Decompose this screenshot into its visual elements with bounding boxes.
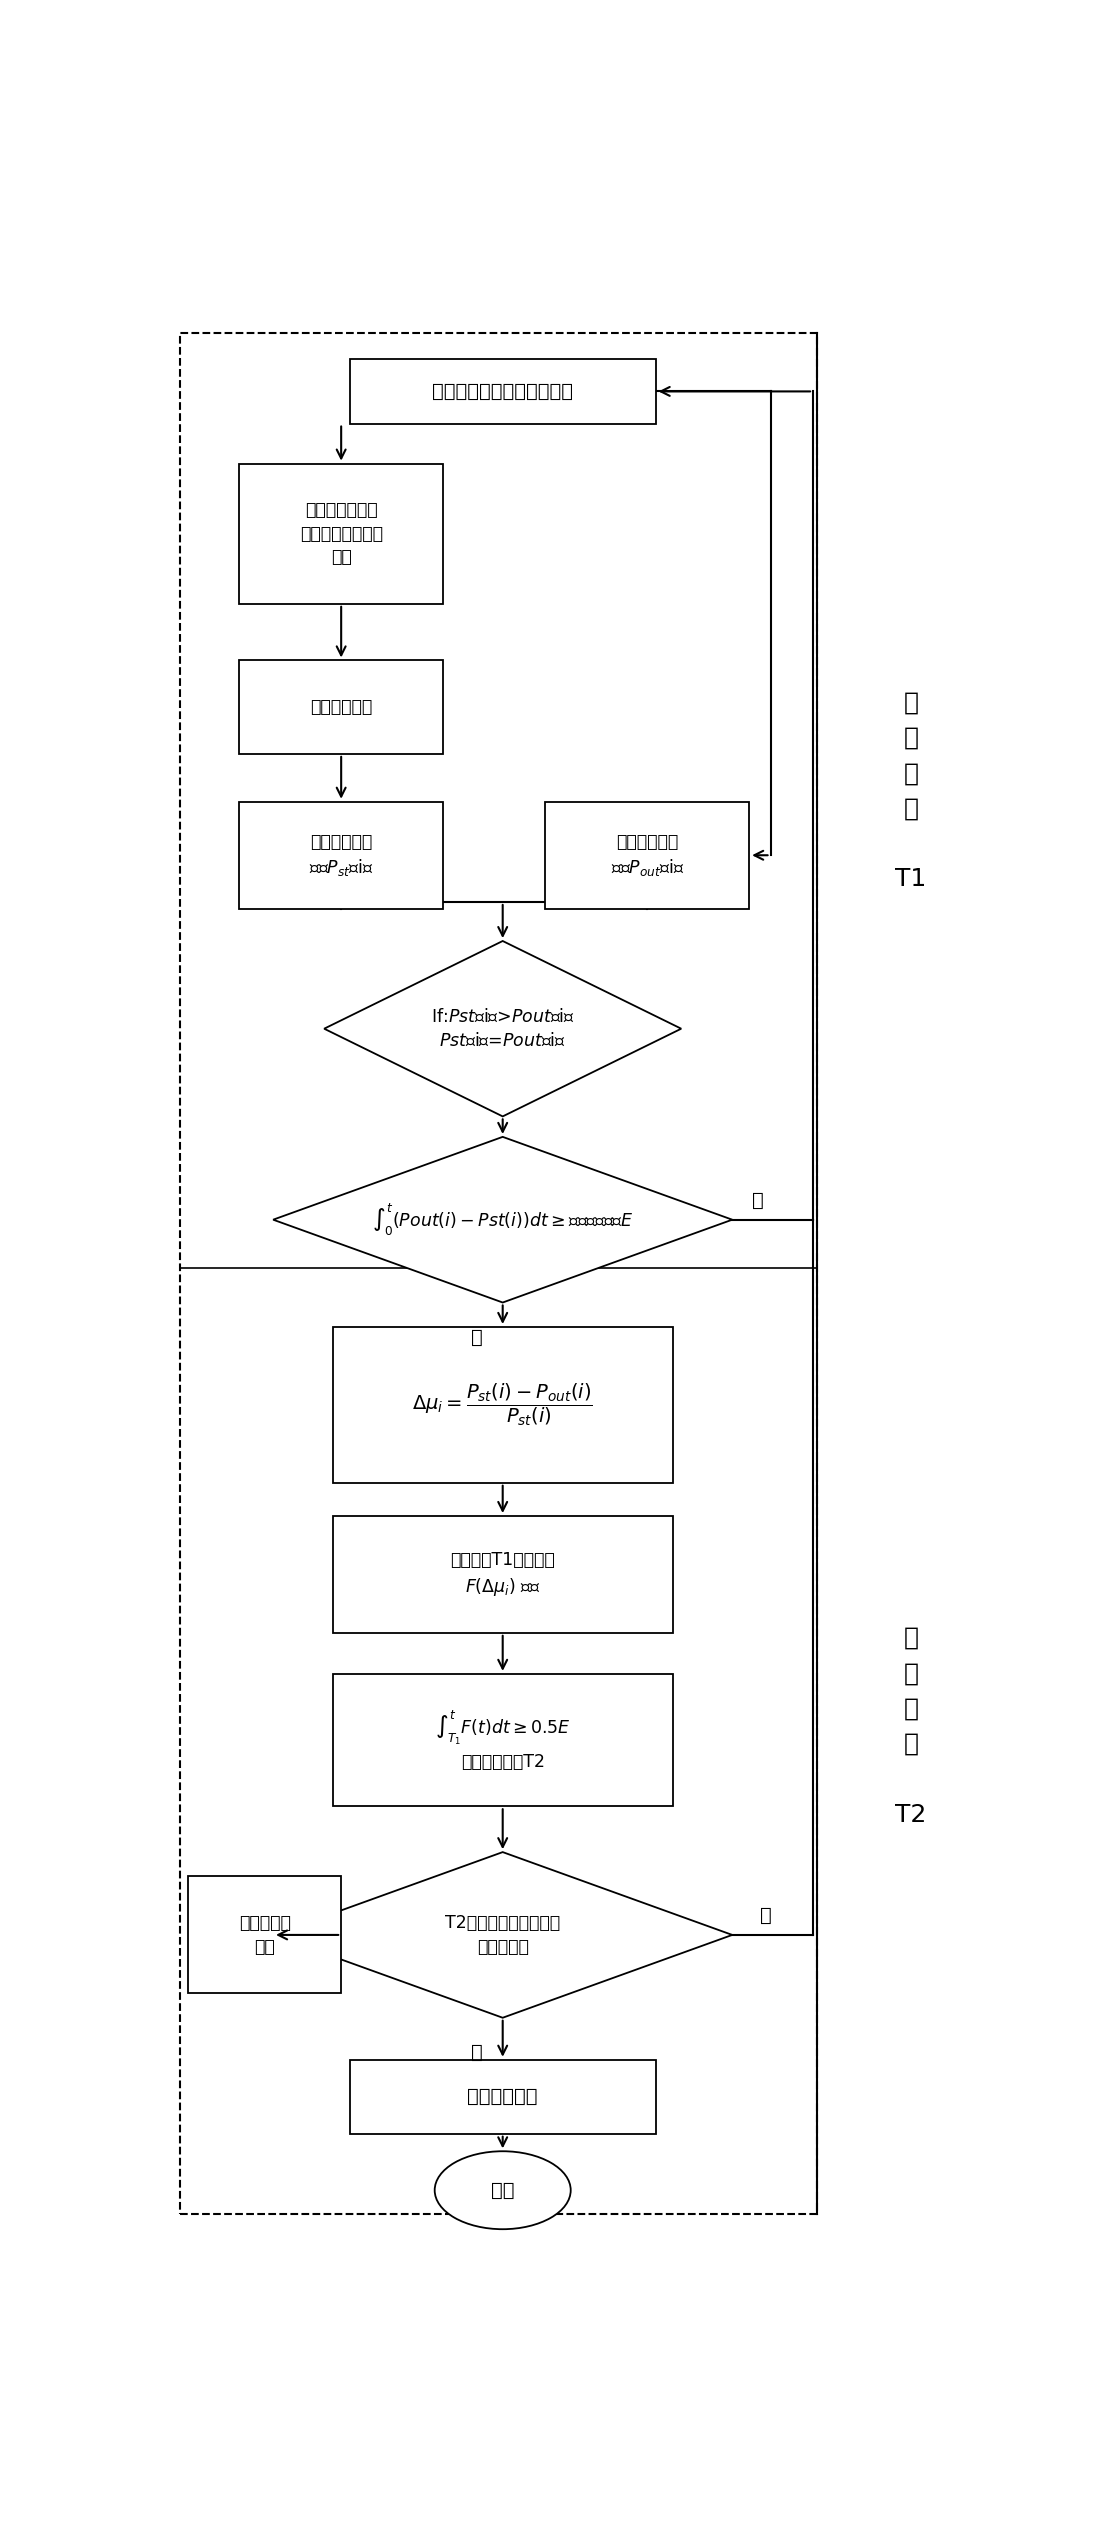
Polygon shape — [273, 1136, 733, 1303]
FancyBboxPatch shape — [189, 1875, 341, 1994]
Text: 模糊神经网络: 模糊神经网络 — [310, 699, 372, 716]
Text: 预
测
周
期

T2: 预 测 周 期 T2 — [895, 1625, 927, 1827]
Text: 组织清洗工作: 组织清洗工作 — [467, 2088, 538, 2106]
Text: $\Delta\mu_i=\dfrac{P_{st}(i)-P_{out}(i)}{P_{st}(i)}$: $\Delta\mu_i=\dfrac{P_{st}(i)-P_{out}(i)… — [412, 1382, 593, 1427]
Text: 否: 否 — [472, 2043, 483, 2063]
Text: $\int_{T_1}^{t} F(t)dt\geq0.5E$
确定预测周期T2: $\int_{T_1}^{t} F(t)dt\geq0.5E$ 确定预测周期T2 — [434, 1708, 570, 1772]
FancyBboxPatch shape — [239, 463, 443, 605]
Text: 是: 是 — [472, 1329, 483, 1346]
Text: T2周期内降雨量是否满
足冲刷阈值: T2周期内降雨量是否满 足冲刷阈值 — [445, 1913, 561, 1956]
FancyBboxPatch shape — [545, 802, 749, 909]
Text: 否: 否 — [751, 1190, 764, 1210]
FancyBboxPatch shape — [239, 661, 443, 754]
Text: 清洗周期T1积灰函数
$F(\Delta\mu_i)$ 拟合: 清洗周期T1积灰函数 $F(\Delta\mu_i)$ 拟合 — [451, 1552, 555, 1597]
Text: 诊
断
周
期

T1: 诊 断 周 期 T1 — [895, 691, 926, 891]
Text: 清洁状态预测
输出$P_{st}$（i）: 清洁状态预测 输出$P_{st}$（i） — [309, 833, 373, 878]
Text: 是: 是 — [760, 1906, 772, 1926]
Text: 结束: 结束 — [491, 2182, 514, 2199]
FancyBboxPatch shape — [332, 1673, 672, 1807]
FancyBboxPatch shape — [239, 802, 443, 909]
Text: 大气预报降
雨量: 大气预报降 雨量 — [239, 1913, 291, 1956]
Text: $\int_0^t(Pout(i)-Pst(i))dt\geq$单次除尘综合$E$: $\int_0^t(Pout(i)-Pst(i))dt\geq$单次除尘综合$E… — [372, 1202, 633, 1238]
Polygon shape — [325, 942, 681, 1116]
Text: 积尘状态测量
输出$P_{out}$（i）: 积尘状态测量 输出$P_{out}$（i） — [611, 833, 683, 878]
Text: 通过遥测系统采集相关数据: 通过遥测系统采集相关数据 — [432, 382, 574, 400]
Text: If:$Pst$（i）>$Pout$（i）
$Pst$（i）=$Pout$（i）: If:$Pst$（i）>$Pout$（i） $Pst$（i）=$Pout$（i） — [431, 1007, 575, 1050]
FancyBboxPatch shape — [332, 1516, 672, 1632]
Ellipse shape — [434, 2151, 570, 2230]
FancyBboxPatch shape — [350, 359, 656, 423]
FancyBboxPatch shape — [350, 2060, 656, 2134]
FancyBboxPatch shape — [332, 1326, 672, 1483]
Text: 输入：温度、湿
度、辐照度、历史
数据: 输入：温度、湿 度、辐照度、历史 数据 — [299, 501, 383, 567]
Polygon shape — [273, 1853, 733, 2017]
